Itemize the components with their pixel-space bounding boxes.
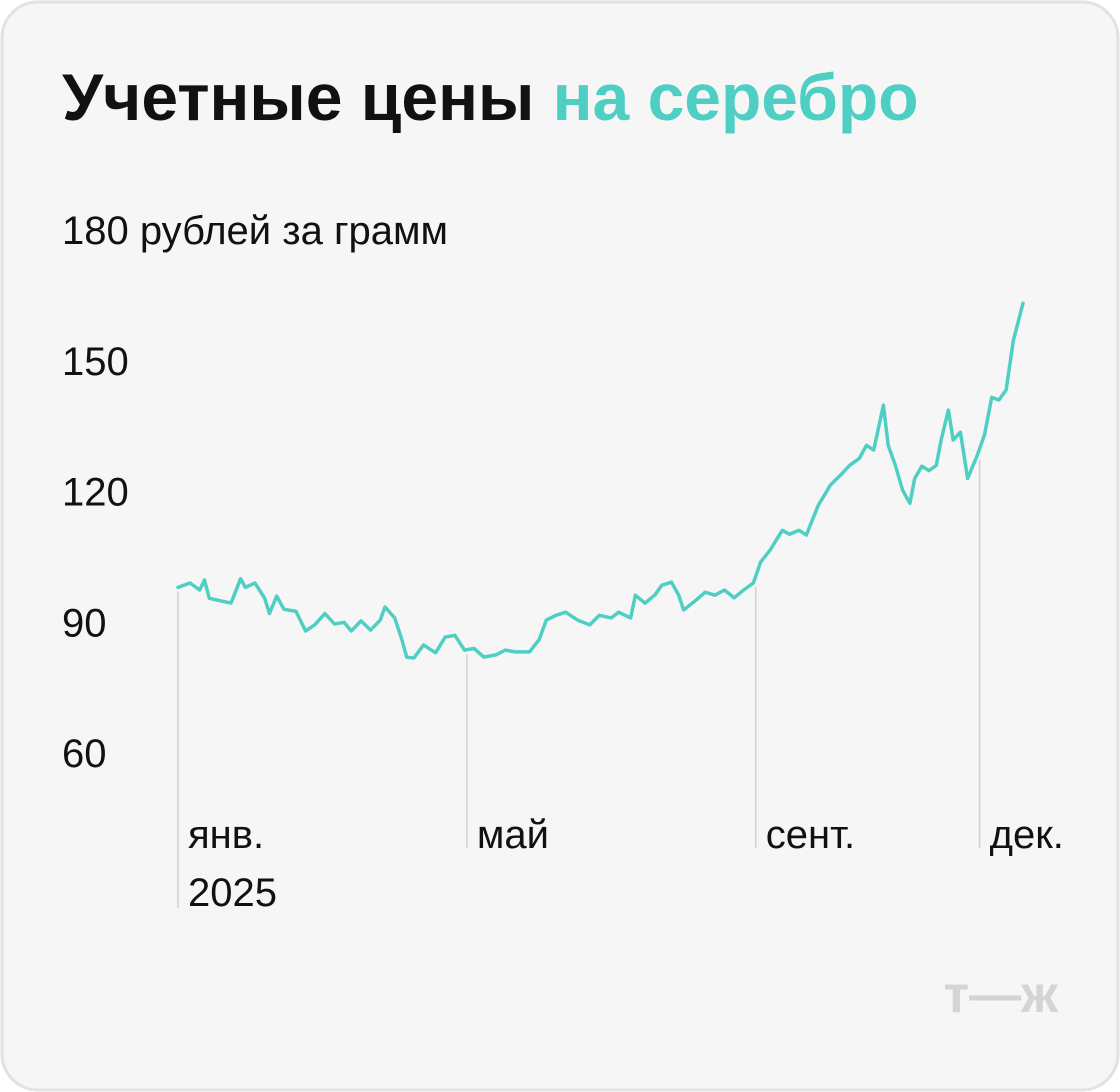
x-tick-label: дек. [990, 813, 1064, 857]
y-tick-label: 90 [62, 601, 107, 645]
y-tick-label: 60 [62, 732, 107, 776]
x-tick-label: янв. [188, 813, 264, 857]
title-main: Учетные цены [62, 60, 534, 134]
x-tick-label: май [477, 813, 549, 857]
title-highlight: на серебро [553, 60, 919, 134]
logo: т—ж [944, 966, 1059, 1024]
line [176, 301, 1025, 660]
x-tick-label: сент. [766, 813, 855, 857]
y-tick-label: 180 рублей за грамм [62, 209, 448, 253]
chart-title: Учетные цены на серебро [62, 60, 919, 134]
y-tick-label: 120 [62, 471, 129, 515]
x-tick-label: 2025 [188, 871, 277, 915]
y-tick-label: 150 [62, 340, 129, 384]
